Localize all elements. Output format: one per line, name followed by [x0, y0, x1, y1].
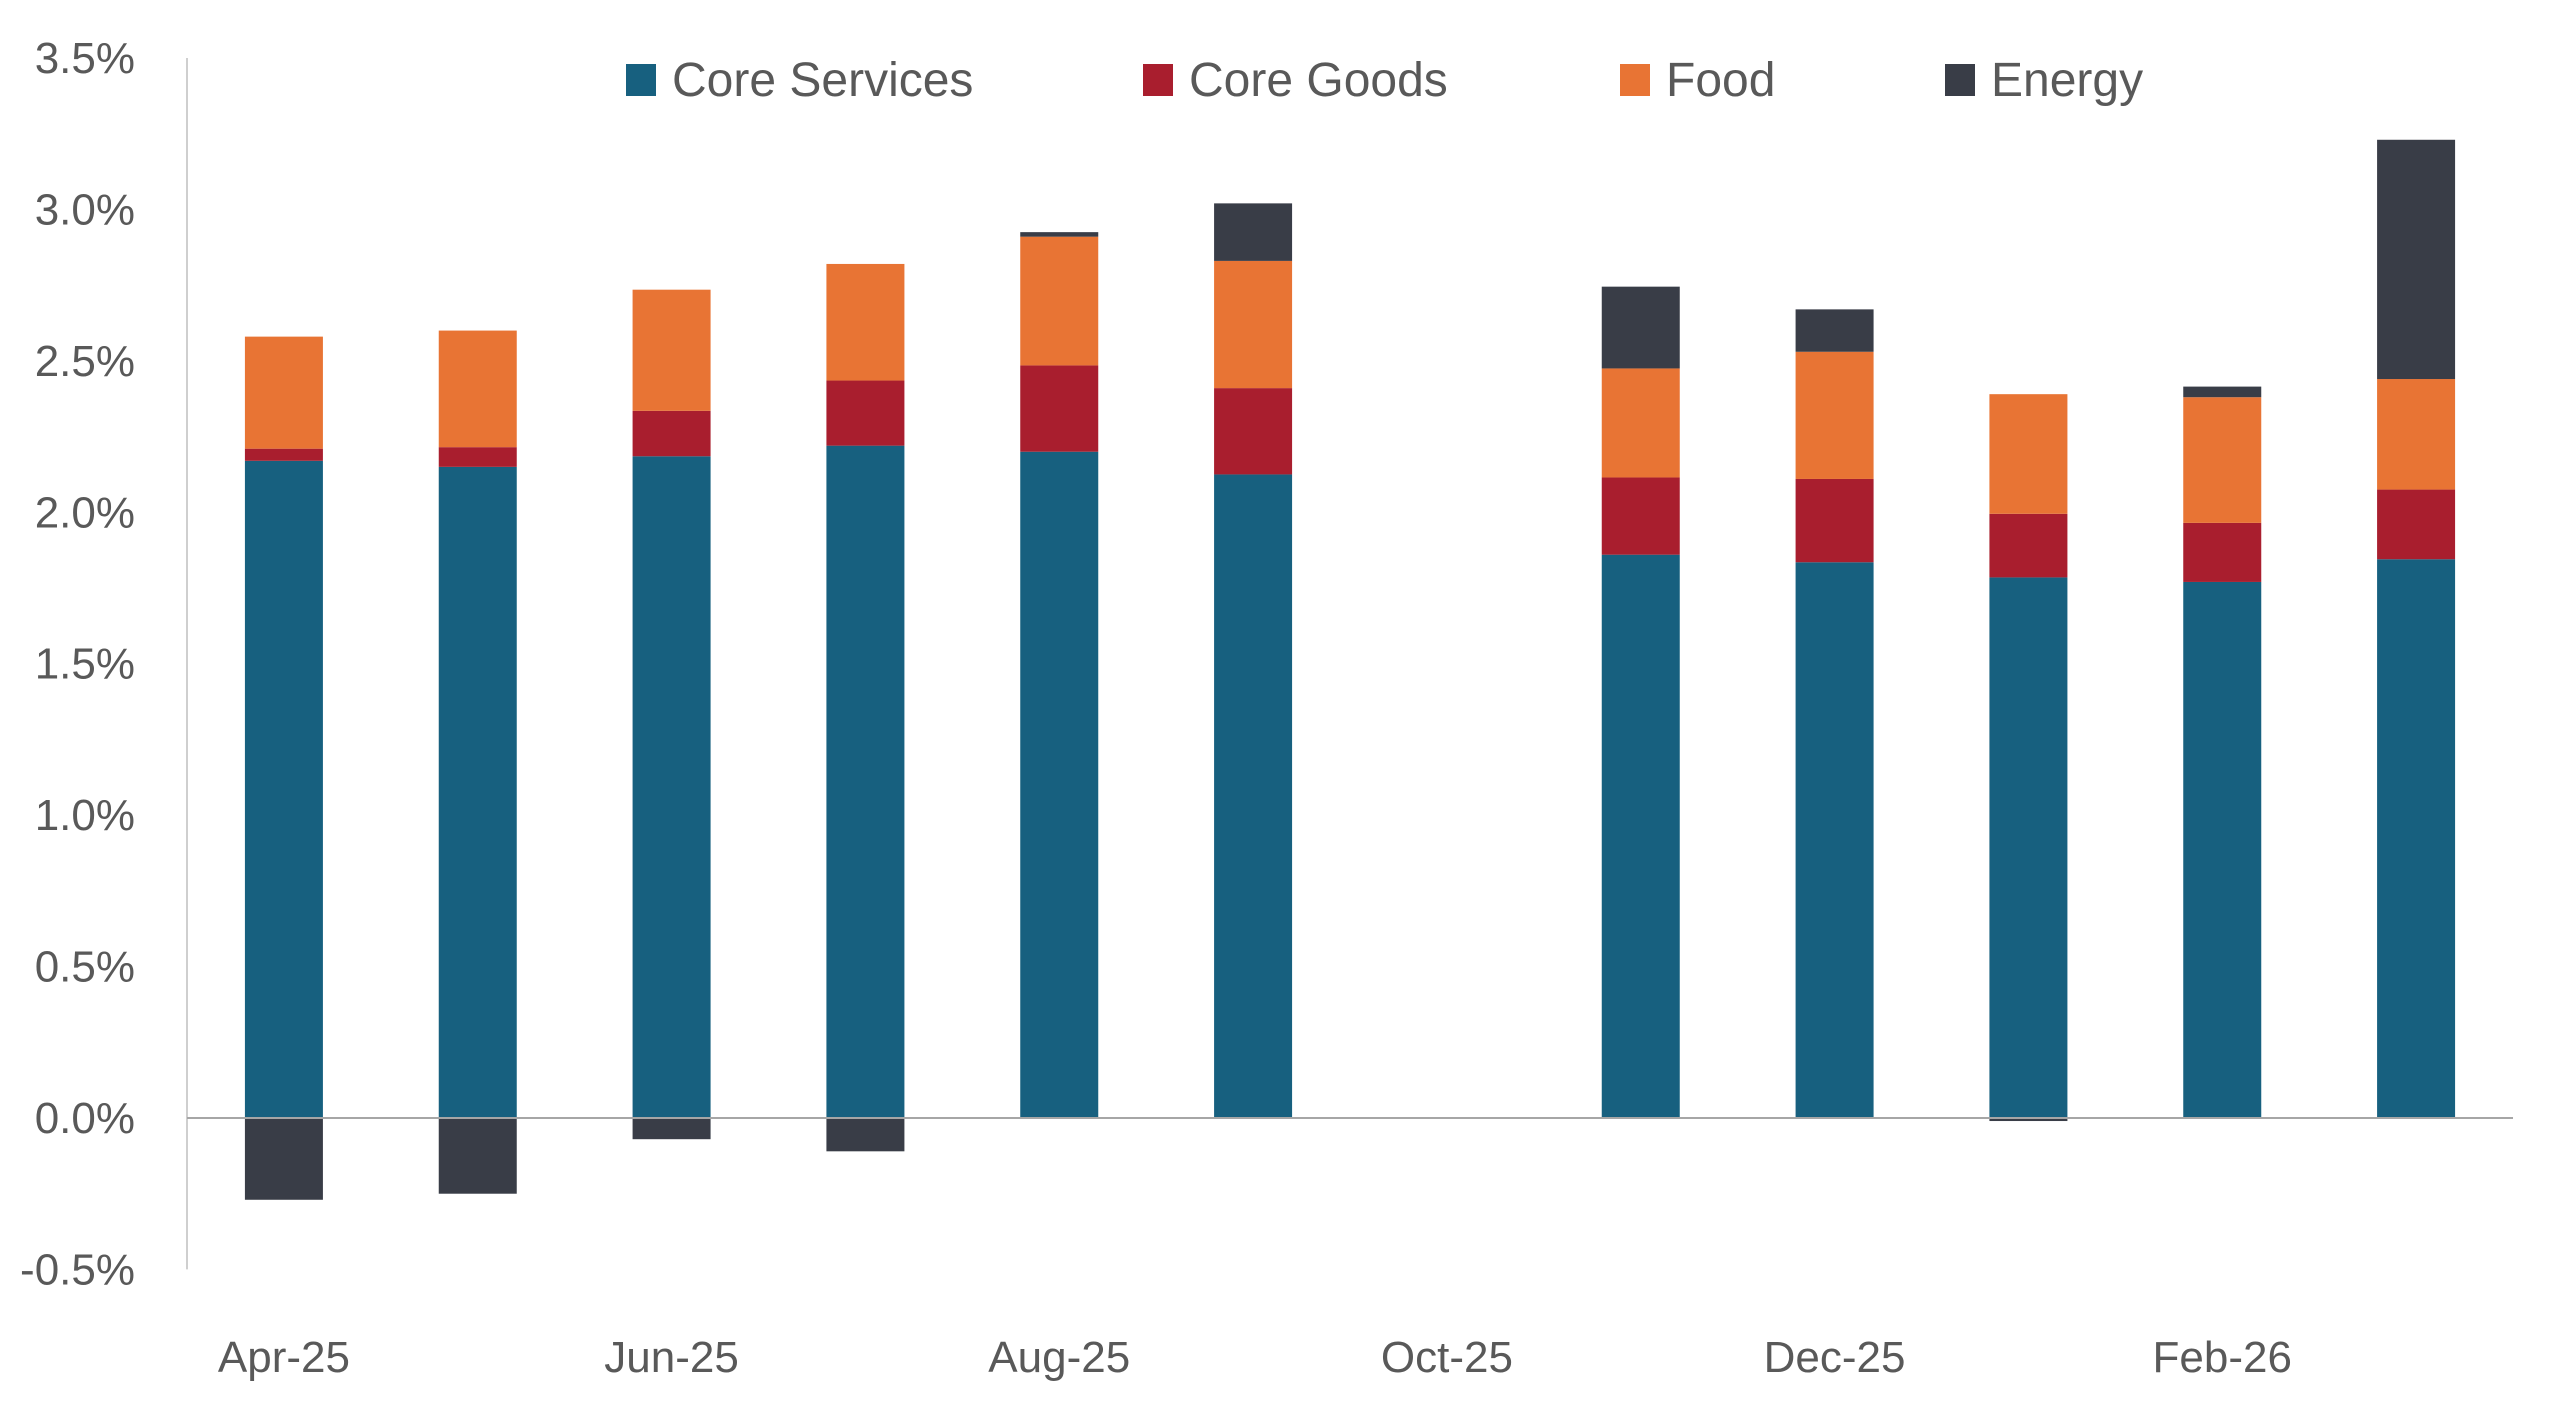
- bar-segment-core-goods: [1214, 388, 1293, 475]
- bar-segment-core-services: [1601, 554, 1680, 1118]
- bar-segment-food: [1795, 351, 1874, 479]
- legend-label: Core Services: [672, 54, 973, 107]
- bar-segment-energy: [2183, 386, 2262, 398]
- bar-stack-Feb-26: [2183, 386, 2262, 1118]
- legend-label: Core Goods: [1189, 54, 1448, 107]
- legend-label: Energy: [1991, 54, 2143, 107]
- bar-segment-core-goods: [632, 410, 711, 457]
- bar-segment-food: [2377, 379, 2456, 490]
- bar-stack-May-25: [438, 330, 517, 1194]
- bar-segment-core-goods: [2377, 489, 2456, 560]
- bar-stack-Dec-25: [1795, 309, 1874, 1118]
- bar-stack-Jun-25: [632, 289, 711, 1140]
- y-tick-label: 2.5%: [35, 337, 135, 386]
- legend-item-food: Food: [1620, 54, 1775, 107]
- bar-segment-core-services: [438, 466, 517, 1118]
- bar-stack-Aug-25: [1020, 232, 1099, 1118]
- bar-segment-core-goods: [1989, 513, 2068, 578]
- bar-segment-core-services: [2183, 581, 2262, 1118]
- legend-swatch: [1143, 64, 1173, 96]
- bar-segment-energy: [244, 1118, 323, 1200]
- y-tick-label: 1.0%: [35, 791, 135, 840]
- bar-segment-energy: [438, 1118, 517, 1194]
- bar-segment-core-services: [1795, 562, 1874, 1118]
- x-tick-label: Jun-25: [604, 1333, 739, 1382]
- bar-segment-energy: [2377, 139, 2456, 380]
- y-tick-label: 0.0%: [35, 1094, 135, 1143]
- bar-segment-core-services: [826, 445, 905, 1119]
- x-tick-label: Aug-25: [988, 1333, 1130, 1382]
- bar-segment-core-services: [1214, 474, 1293, 1118]
- bar-segment-core-goods: [2183, 522, 2262, 582]
- bar-segment-core-services: [244, 460, 323, 1118]
- bar-segment-core-goods: [1601, 477, 1680, 555]
- bar-segment-energy: [826, 1118, 905, 1152]
- bar-segment-energy: [1795, 309, 1874, 352]
- bar-segment-energy: [1601, 286, 1680, 369]
- y-tick-label: 3.5%: [35, 34, 135, 83]
- legend-swatch: [626, 64, 656, 96]
- bar-stack-Nov-25: [1601, 286, 1680, 1118]
- bar-segment-food: [1214, 260, 1293, 389]
- legend-label: Food: [1666, 54, 1775, 107]
- bar-segment-food: [438, 330, 517, 448]
- bar-segment-food: [826, 263, 905, 381]
- bar-segment-energy: [1989, 1118, 2068, 1122]
- y-tick-label: 1.5%: [35, 640, 135, 689]
- bar-segment-food: [2183, 397, 2262, 523]
- bar-segment-food: [632, 289, 711, 411]
- bar-segment-food: [244, 336, 323, 449]
- bar-segment-core-goods: [244, 448, 323, 461]
- bar-segment-food: [1601, 368, 1680, 478]
- bar-segment-core-goods: [1020, 365, 1099, 452]
- bar-segment-core-services: [2377, 559, 2456, 1118]
- legend-swatch: [1945, 64, 1975, 96]
- bar-stack-Jan-26: [1989, 394, 2068, 1122]
- bar-segment-core-goods: [1795, 478, 1874, 563]
- bar-segment-core-services: [1020, 451, 1099, 1118]
- bar-stack-Jul-25: [826, 263, 905, 1152]
- x-tick-label: Oct-25: [1381, 1333, 1513, 1382]
- y-tick-label: 0.5%: [35, 943, 135, 992]
- bar-stack-Apr-25: [244, 336, 323, 1200]
- bar-segment-core-goods: [826, 380, 905, 446]
- y-tick-label: 2.0%: [35, 488, 135, 537]
- bar-segment-core-services: [632, 456, 711, 1118]
- bar-segment-food: [1989, 394, 2068, 514]
- bar-stack-Sep-25: [1214, 203, 1293, 1118]
- x-axis: Apr-25 Jun-25 Aug-25 Oct-25 Dec-25 Feb-26: [218, 1333, 2292, 1382]
- legend-item-core-services: Core Services: [626, 54, 973, 107]
- bars: [244, 139, 2456, 1200]
- legend: Core Services Core Goods Food Energy: [626, 54, 2143, 107]
- y-tick-label: -0.5%: [20, 1245, 135, 1294]
- legend-swatch: [1620, 64, 1650, 96]
- bar-segment-energy: [1020, 232, 1099, 237]
- bar-segment-food: [1020, 236, 1099, 366]
- x-tick-label: Apr-25: [218, 1333, 350, 1382]
- bar-segment-core-goods: [438, 447, 517, 467]
- legend-item-energy: Energy: [1945, 54, 2143, 107]
- y-tick-label: 3.0%: [35, 185, 135, 234]
- x-tick-label: Dec-25: [1764, 1333, 1906, 1382]
- bar-stack-Mar-26: [2377, 139, 2456, 1118]
- bar-segment-energy: [1214, 203, 1293, 261]
- bar-segment-energy: [632, 1118, 711, 1140]
- bar-segment-core-services: [1989, 577, 2068, 1118]
- legend-item-core-goods: Core Goods: [1143, 54, 1448, 107]
- x-tick-label: Feb-26: [2153, 1333, 2292, 1382]
- y-axis: -0.5% 0.0% 0.5% 1.0% 1.5% 2.0% 2.5% 3.0% 3.5%: [20, 34, 188, 1294]
